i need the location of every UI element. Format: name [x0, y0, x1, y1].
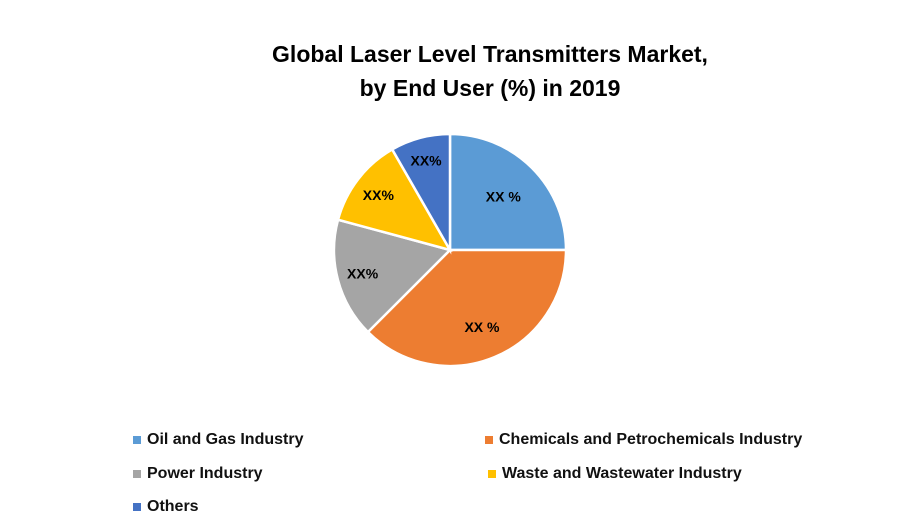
pie-slice-2	[332, 218, 453, 334]
chart-title-line1: Global Laser Level Transmitters Market,	[272, 41, 708, 67]
legend-label: Waste and Wastewater Industry	[502, 465, 742, 482]
legend-swatch	[133, 436, 141, 444]
pie-slice-3	[336, 147, 453, 252]
legend-swatch	[133, 470, 141, 478]
legend-item: Power Industry	[133, 465, 263, 483]
data-label-0: XX %	[486, 189, 522, 205]
legend-swatch	[485, 436, 493, 444]
data-label-1: XX %	[464, 319, 500, 335]
data-label-4: XX%	[411, 152, 443, 168]
legend-swatch	[133, 503, 141, 511]
legend-swatch	[488, 470, 496, 478]
legend-label: Oil and Gas Industry	[147, 431, 304, 448]
chart-title-line2: by End User (%) in 2019	[359, 75, 621, 101]
pie-slice-4	[390, 132, 452, 255]
legend-item: Oil and Gas Industry	[133, 431, 303, 449]
legend-label: Others	[147, 498, 199, 515]
legend-item: Waste and Wastewater Industry	[488, 465, 742, 483]
legend-label: Power Industry	[147, 465, 263, 482]
data-label-3: XX%	[363, 187, 395, 203]
legend-label: Chemicals and Petrochemicals Industry	[499, 431, 803, 448]
legend-item: Chemicals and Petrochemicals Industry	[485, 431, 802, 449]
pie-slice-1	[366, 248, 568, 368]
legend-item: Others	[133, 498, 199, 516]
data-label-2: XX%	[347, 265, 379, 281]
pie-slice-0	[448, 132, 568, 252]
